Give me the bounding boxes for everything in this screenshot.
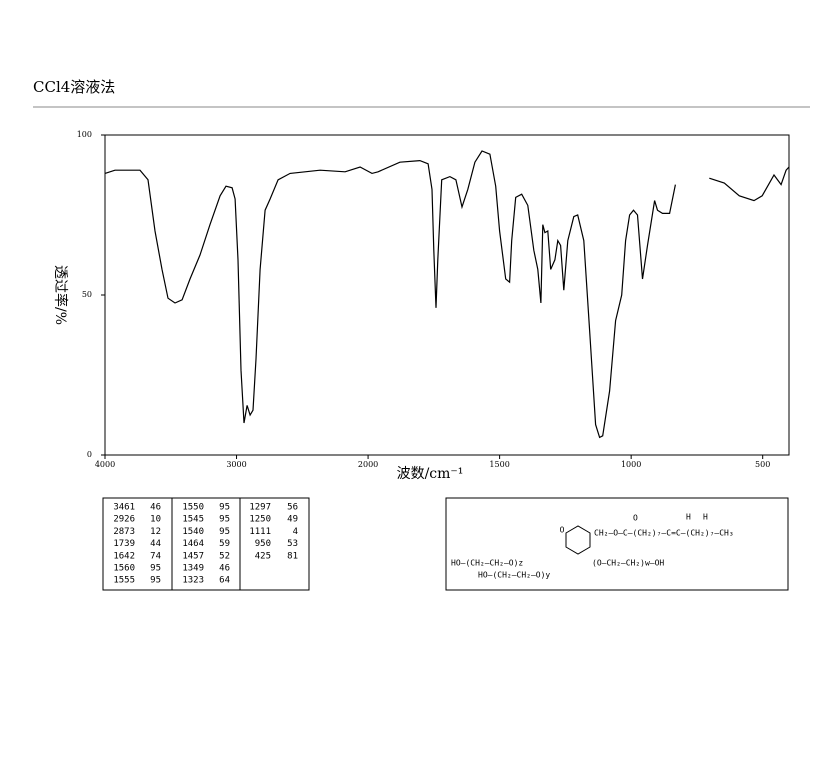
peak-wavenumber: 1739 [113,539,135,549]
peak-wavenumber: 2926 [113,515,135,525]
peak-wavenumber: 1642 [113,551,135,561]
x-tick-label: 2000 [358,460,378,469]
peak-transmittance: 52 [219,551,230,561]
y-axis-label: 透过率/% [52,265,69,325]
x-tick-label: 4000 [95,460,115,469]
structure-right: (O—CH₂—CH₂)w—OH [592,559,664,568]
structure-top: CH₂—O—C—(CH₂)₇—C=C—(CH₂)₇—CH₃ [594,529,734,538]
peak-table-frame [102,497,310,591]
peak-wavenumber: 1464 [182,539,204,549]
peak-transmittance: 4 [293,527,298,537]
structure-left: HO—(CH₂—CH₂—O)z [451,559,523,568]
peak-transmittance: 49 [287,515,298,525]
x-tick-label: 500 [755,460,770,469]
peak-table: 3461 46 2926 10 2873 12 1739 44 1642 74 1560 95 1555… [113,503,298,586]
peak-transmittance: 95 [219,515,230,525]
ring [565,525,591,555]
peak-wavenumber: 1457 [182,551,204,561]
peak-wavenumber: 1560 [113,564,135,574]
peak-wavenumber: 1349 [182,564,204,574]
peak-transmittance: 44 [150,539,161,549]
y-tick-label: 0 [87,450,92,459]
peak-wavenumber: 1323 [182,576,204,586]
peak-wavenumber: 1550 [182,503,204,513]
chart-title: CCl4溶液法 [33,78,115,96]
peak-transmittance: 10 [150,515,161,525]
peak-transmittance: 12 [150,527,161,537]
peak-wavenumber: 2873 [113,527,135,537]
ring-o: O [560,526,565,535]
y-tick-label: 100 [77,130,92,139]
x-axis-label: 波数/cm⁻¹ [397,466,464,482]
peak-wavenumber: 1297 [249,503,271,513]
peak-wavenumber: 1545 [182,515,204,525]
peak-wavenumber: 1250 [249,515,271,525]
plot-frame [104,134,790,456]
structure-frame [445,497,789,591]
peak-transmittance: 95 [219,527,230,537]
peak-wavenumber: 1540 [182,527,204,537]
peak-transmittance: 46 [219,564,230,574]
peak-transmittance: 64 [219,576,230,586]
x-tick-label: 3000 [226,460,246,469]
peak-transmittance: 95 [219,503,230,513]
structure-bottom: HO—(CH₂—CH₂—O)y [478,571,550,580]
peak-transmittance: 95 [150,564,161,574]
structure-carbonyl: O [633,514,638,523]
peak-wavenumber: 1111 [249,527,271,537]
peak-wavenumber: 3461 [113,503,135,513]
peak-transmittance: 59 [219,539,230,549]
spectrum-line [104,150,790,439]
peak-transmittance: 56 [287,503,298,513]
peak-wavenumber: 425 [255,551,271,561]
structure-h: H [686,513,691,522]
structure-h: H [703,513,708,522]
peak-transmittance: 81 [287,551,298,561]
peak-transmittance: 53 [287,539,298,549]
peak-wavenumber: 950 [255,539,271,549]
peak-transmittance: 74 [150,551,161,561]
peak-wavenumber: 1555 [113,576,135,586]
x-tick-label: 1000 [621,460,641,469]
y-tick-label: 50 [82,290,92,299]
peak-transmittance: 95 [150,576,161,586]
peak-transmittance: 46 [150,503,161,513]
x-tick-label: 1500 [489,460,509,469]
